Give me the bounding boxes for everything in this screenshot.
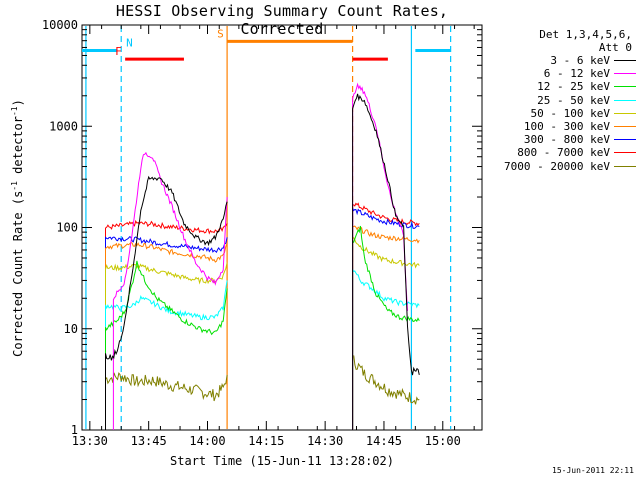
plot-frame	[81, 24, 483, 431]
legend-entry: 3 - 6 keV	[486, 54, 636, 67]
legend-entry: 50 - 100 keV	[486, 107, 636, 120]
legend-header-line-2: Att 0	[598, 41, 632, 54]
legend-entry: 300 - 800 keV	[486, 133, 636, 146]
vertical-markers	[85, 26, 452, 429]
y-tick-label: 10	[64, 322, 78, 336]
series-line	[105, 242, 228, 430]
x-tick-label: 13:45	[131, 434, 167, 448]
series-line	[105, 236, 228, 430]
y-tick-label: 1000	[49, 119, 78, 133]
legend: Det 1,3,4,5,6, Att 0 3 - 6 keV 6 - 12 keV…	[486, 28, 636, 173]
series-layer	[105, 82, 420, 430]
x-axis-ticks: 13:30 13:45 14:00 14:15 14:30 14:45 15:00	[72, 25, 475, 448]
legend-label: 3 - 6 keV	[550, 54, 610, 68]
legend-swatch	[614, 112, 636, 114]
x-tick-label: 14:45	[366, 434, 402, 448]
series-line	[352, 236, 420, 430]
legend-label: 7000 - 20000 keV	[504, 159, 610, 173]
series-line	[105, 280, 228, 430]
legend-entry: 6 - 12 keV	[486, 67, 636, 80]
series-line	[105, 175, 228, 430]
x-tick-label: 14:30	[307, 434, 343, 448]
y-axis-ticks: 1 10 100 1000 10000	[42, 18, 482, 437]
series-line	[105, 260, 228, 430]
legend-entry: 800 - 7000 keV	[486, 146, 636, 159]
y-tick-label: 10000	[42, 18, 78, 32]
series-line	[352, 207, 420, 430]
legend-swatch	[614, 60, 636, 62]
chart-title: HESSI Observing Summary Count Rates, Cor…	[115, 2, 449, 38]
series-line	[112, 151, 228, 430]
legend-swatch	[614, 165, 636, 167]
y-axis-label: Corrected Count Rate (s-1 detector-1)	[10, 99, 25, 357]
legend-label: 50 - 100 keV	[530, 106, 610, 120]
legend-entries: 3 - 6 keV 6 - 12 keV 12 - 25 keV 25 - 50 ke…	[486, 54, 636, 173]
series-line	[105, 372, 228, 430]
series-line	[352, 268, 420, 430]
legend-swatch	[614, 73, 636, 75]
series-line	[352, 225, 420, 430]
legend-swatch	[614, 152, 636, 154]
series-line	[352, 202, 420, 430]
series-line	[352, 355, 420, 430]
legend-label: 100 - 300 keV	[523, 120, 610, 134]
x-axis-label: Start Time (15-Jun-11 13:28:02)	[170, 454, 394, 468]
legend-swatch	[614, 139, 636, 141]
state-flags: NF S	[82, 27, 451, 61]
legend-label: 12 - 25 keV	[537, 80, 610, 94]
x-tick-label: 15:00	[425, 434, 461, 448]
flag-label: F	[115, 45, 122, 58]
x-tick-label: 14:00	[189, 434, 225, 448]
x-tick-label: 14:15	[248, 434, 284, 448]
generation-timestamp: 15-Jun-2011 22:11	[552, 466, 634, 475]
legend-label: 6 - 12 keV	[543, 67, 610, 81]
legend-label: 800 - 7000 keV	[517, 146, 610, 160]
flag-label: N	[126, 36, 133, 49]
series-line	[105, 219, 228, 430]
legend-header-line-1: Det 1,3,4,5,6,	[539, 28, 632, 41]
y-tick-label: 100	[56, 221, 78, 235]
legend-swatch	[614, 99, 636, 101]
series-line	[352, 225, 420, 430]
y-tick-label: 1	[71, 423, 78, 437]
legend-swatch	[614, 126, 636, 128]
x-tick-label: 13:30	[72, 434, 108, 448]
legend-swatch	[614, 86, 636, 88]
legend-entry: 25 - 50 keV	[486, 94, 636, 107]
legend-entry: 12 - 25 keV	[486, 80, 636, 93]
series-line	[352, 93, 420, 430]
legend-entry: 7000 - 20000 keV	[486, 160, 636, 173]
legend-entry: 100 - 300 keV	[486, 120, 636, 133]
legend-label: 25 - 50 keV	[537, 93, 610, 107]
flag-label: S	[217, 27, 224, 40]
series-line	[105, 262, 228, 430]
legend-label: 300 - 800 keV	[523, 133, 610, 147]
